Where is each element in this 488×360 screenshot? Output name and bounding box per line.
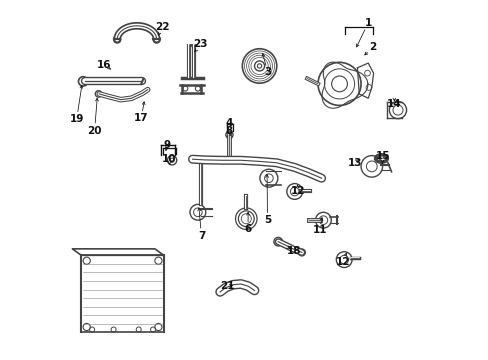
Text: 22: 22 (155, 22, 170, 32)
Text: 4: 4 (225, 118, 233, 128)
Text: 2: 2 (368, 42, 376, 52)
Text: 20: 20 (87, 126, 102, 135)
Text: 1: 1 (364, 18, 371, 28)
Text: 3: 3 (264, 67, 271, 77)
Text: 11: 11 (312, 225, 326, 235)
Text: 14: 14 (386, 99, 401, 109)
Text: 17: 17 (134, 113, 148, 123)
Text: 13: 13 (347, 158, 362, 168)
Text: 19: 19 (69, 114, 83, 124)
Text: 10: 10 (162, 154, 176, 164)
Text: 21: 21 (220, 281, 234, 291)
Text: 12: 12 (290, 186, 304, 197)
Text: 6: 6 (244, 225, 251, 234)
Text: 15: 15 (375, 150, 389, 161)
Text: 23: 23 (193, 40, 207, 49)
Text: 9: 9 (163, 140, 171, 150)
Text: 7: 7 (197, 231, 205, 240)
Text: 18: 18 (286, 246, 301, 256)
Text: 16: 16 (97, 59, 111, 69)
Text: 5: 5 (264, 215, 270, 225)
Text: 12: 12 (335, 257, 349, 267)
Text: 8: 8 (225, 126, 233, 135)
